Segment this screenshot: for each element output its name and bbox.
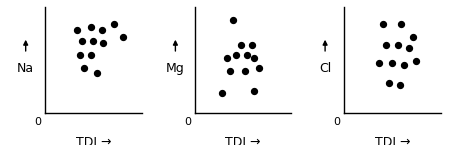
Text: 0: 0: [184, 117, 191, 127]
Point: [237, 43, 244, 46]
Point: [248, 43, 255, 46]
Point: [110, 23, 117, 26]
Point: [251, 57, 258, 59]
Point: [219, 92, 226, 94]
Point: [223, 57, 230, 59]
Point: [226, 70, 233, 72]
Point: [394, 43, 401, 46]
Point: [243, 54, 251, 56]
Point: [74, 29, 81, 32]
Point: [89, 39, 96, 42]
Text: Cl: Cl: [319, 62, 331, 75]
Text: 0: 0: [333, 117, 341, 127]
Point: [99, 41, 107, 44]
Text: TDI →: TDI →: [375, 136, 410, 145]
Point: [78, 39, 86, 42]
Point: [379, 23, 387, 26]
Point: [230, 19, 237, 21]
Point: [99, 29, 106, 32]
Point: [376, 61, 383, 64]
Point: [242, 70, 249, 72]
Text: TDI →: TDI →: [76, 136, 111, 145]
Point: [87, 54, 94, 56]
Point: [94, 72, 101, 74]
Point: [80, 67, 87, 69]
Point: [256, 67, 263, 69]
Point: [405, 46, 412, 49]
Text: TDI →: TDI →: [225, 136, 261, 145]
Text: 0: 0: [34, 117, 41, 127]
Point: [382, 43, 389, 46]
Point: [233, 54, 240, 56]
Point: [389, 61, 396, 64]
Point: [385, 82, 392, 84]
Point: [396, 84, 403, 86]
Point: [410, 36, 417, 39]
Point: [87, 26, 94, 29]
Point: [251, 90, 258, 92]
Text: Mg: Mg: [166, 62, 185, 75]
Point: [76, 54, 84, 56]
Point: [120, 36, 127, 39]
Point: [400, 64, 408, 66]
Text: Na: Na: [17, 62, 34, 75]
Point: [413, 59, 420, 62]
Point: [398, 23, 405, 26]
